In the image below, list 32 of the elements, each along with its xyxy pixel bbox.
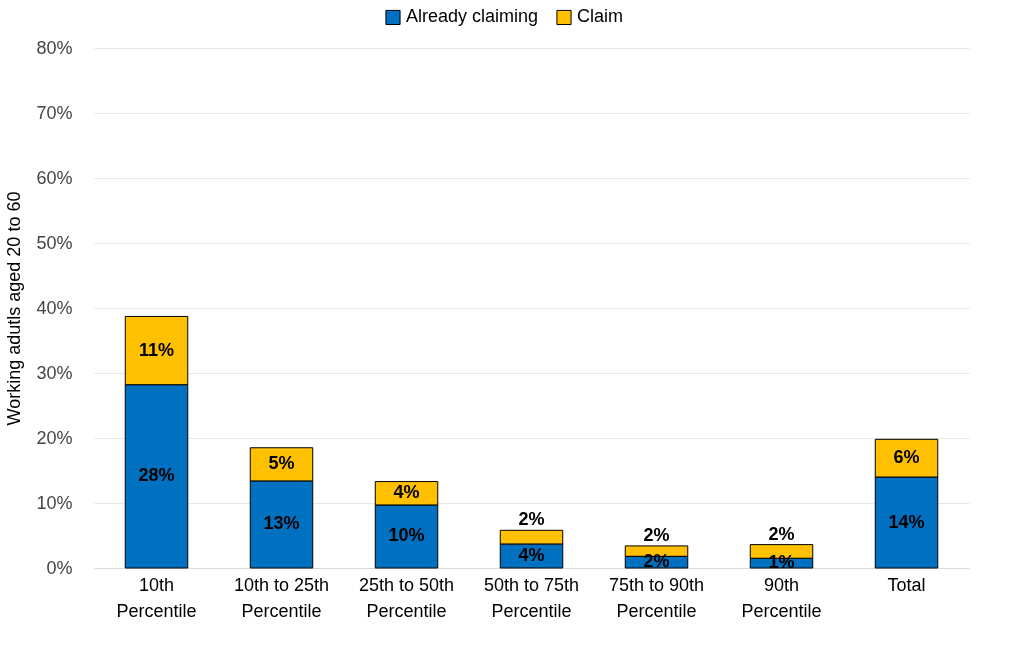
data-label: 14% [888, 511, 925, 532]
y-tick-label: 10% [36, 492, 73, 513]
data-label: 6% [893, 447, 920, 468]
legend-label: Already claiming [406, 6, 539, 27]
data-label: 5% [268, 453, 295, 474]
y-tick-label: 0% [46, 557, 73, 578]
x-tick-label: 50th to 75th Percentile [483, 574, 580, 621]
x-tick-label: Total [887, 574, 926, 595]
data-label: 28% [138, 465, 175, 486]
y-tick-label: 40% [36, 297, 73, 318]
y-tick-label: 30% [36, 362, 73, 383]
x-tick-label: 10th Percentile [116, 574, 197, 621]
y-tick-label: 20% [36, 427, 73, 448]
data-label: 2% [643, 524, 670, 545]
data-label: 13% [263, 513, 300, 534]
y-tick-label: 60% [36, 167, 73, 188]
data-label: 11% [138, 339, 175, 360]
legend-label: Claim [577, 6, 624, 27]
y-axis-title: Working adutls aged 20 to 60 [4, 191, 25, 426]
x-tick-label: 10th to 25th Percentile [233, 574, 330, 621]
data-label: 4% [518, 544, 545, 565]
data-label: 2% [643, 551, 670, 572]
data-label: 2% [518, 509, 545, 530]
data-label: 10% [388, 525, 425, 546]
data-label: 4% [393, 482, 420, 503]
x-tick-label: 25th to 50th Percentile [358, 574, 455, 621]
x-tick-label: 75th to 90th Percentile [608, 574, 705, 621]
y-tick-label: 50% [36, 232, 73, 253]
y-tick-label: 70% [36, 102, 73, 123]
x-tick-label: 90th Percentile [741, 574, 822, 621]
y-tick-label: 80% [36, 37, 73, 58]
data-label: 2% [768, 523, 795, 544]
